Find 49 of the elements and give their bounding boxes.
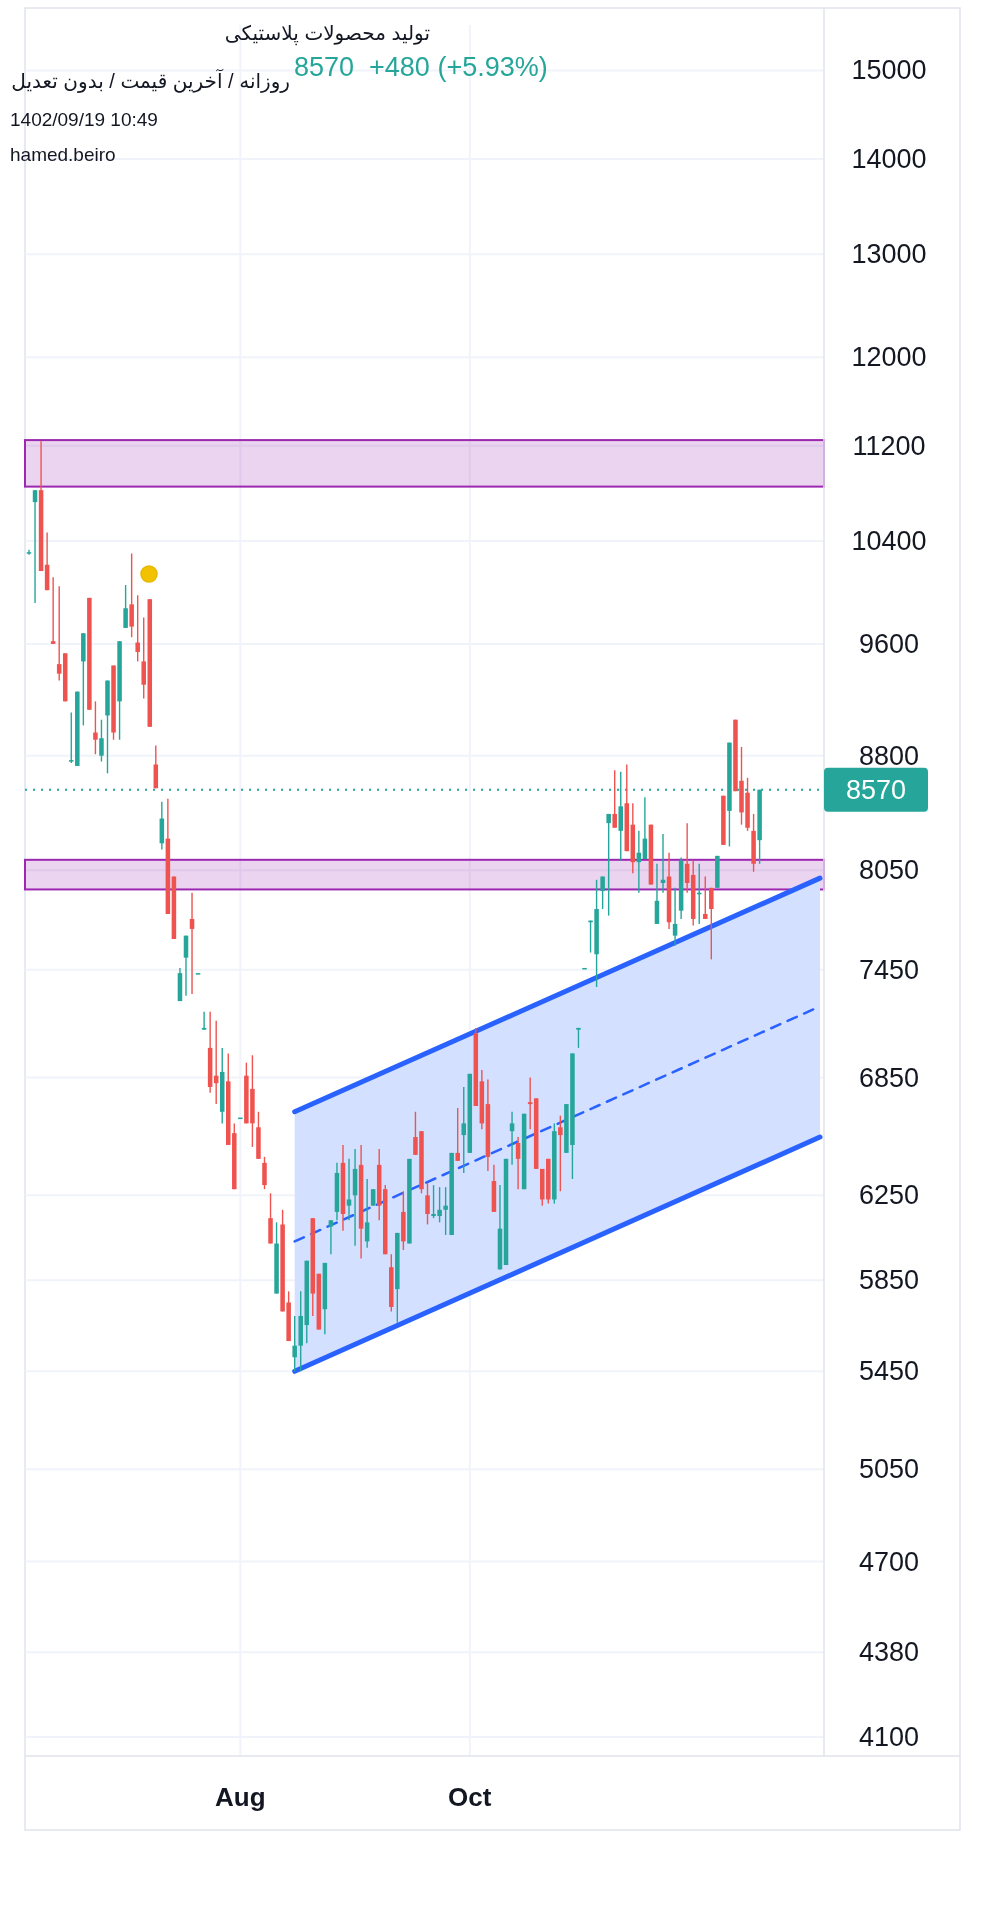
candlestick: [292, 1315, 297, 1373]
y-tick-label: 4100: [858, 1722, 920, 1753]
candlestick: [123, 584, 128, 629]
candlestick: [135, 594, 140, 663]
candlestick: [612, 769, 617, 829]
y-tick-label: 6850: [858, 1062, 920, 1093]
y-tick-label: 10400: [851, 526, 927, 557]
text: روزانه / آخرین قیمت / بدون تعدیل: [11, 68, 290, 93]
x-tick-label: Oct: [448, 1782, 492, 1812]
candlestick: [99, 718, 104, 763]
annotation: 1402/09/19 10:49: [10, 109, 158, 130]
y-tick-label: 6250: [858, 1180, 920, 1211]
candlestick: [56, 585, 62, 682]
annotation: 8570 +480 (+5.93%): [294, 52, 548, 82]
y-tick-label: 8800: [858, 740, 920, 771]
y-tick-label: 4380: [858, 1637, 920, 1668]
y-tick-label: 12000: [851, 342, 927, 373]
y-tick-label: 8050: [858, 855, 920, 886]
y-tick-label: 14000: [851, 144, 927, 175]
candlestick: [93, 700, 98, 755]
candlestick: [509, 1111, 515, 1166]
candlestick: [703, 875, 708, 920]
candlestick: [672, 887, 678, 947]
candlestick: [328, 1219, 334, 1255]
y-tick-label: 5450: [858, 1356, 920, 1387]
candlestick: [201, 1011, 207, 1031]
chart-title: تولید محصولات پلاستیکی: [224, 22, 430, 46]
candlestick: [461, 1086, 467, 1174]
annotation: hamed.beiro: [10, 144, 116, 165]
candlestick: [709, 887, 714, 961]
candlestick: [50, 576, 56, 645]
candlestick: [600, 875, 605, 910]
candlestick: [558, 1114, 563, 1192]
ref-line-label: 8570: [845, 774, 907, 805]
y-tick-label: 13000: [851, 239, 927, 270]
candlestick: [425, 1182, 430, 1226]
y-tick-label: 9600: [858, 628, 920, 659]
y-tick-label: 4700: [858, 1546, 920, 1577]
y-tick-label: 11200: [852, 430, 926, 461]
x-tick-label: Aug: [215, 1782, 266, 1812]
y-tick-label: 5050: [858, 1454, 920, 1485]
y-tick-label: 7450: [858, 954, 920, 985]
candlestick: [346, 1158, 352, 1221]
candlestick: [262, 1156, 267, 1190]
candlestick: [455, 1107, 460, 1162]
candlestick: [606, 813, 611, 917]
y-tick-label: 5850: [858, 1265, 920, 1296]
candlestick: [129, 552, 134, 638]
y-tick-label: 15000: [851, 55, 927, 86]
